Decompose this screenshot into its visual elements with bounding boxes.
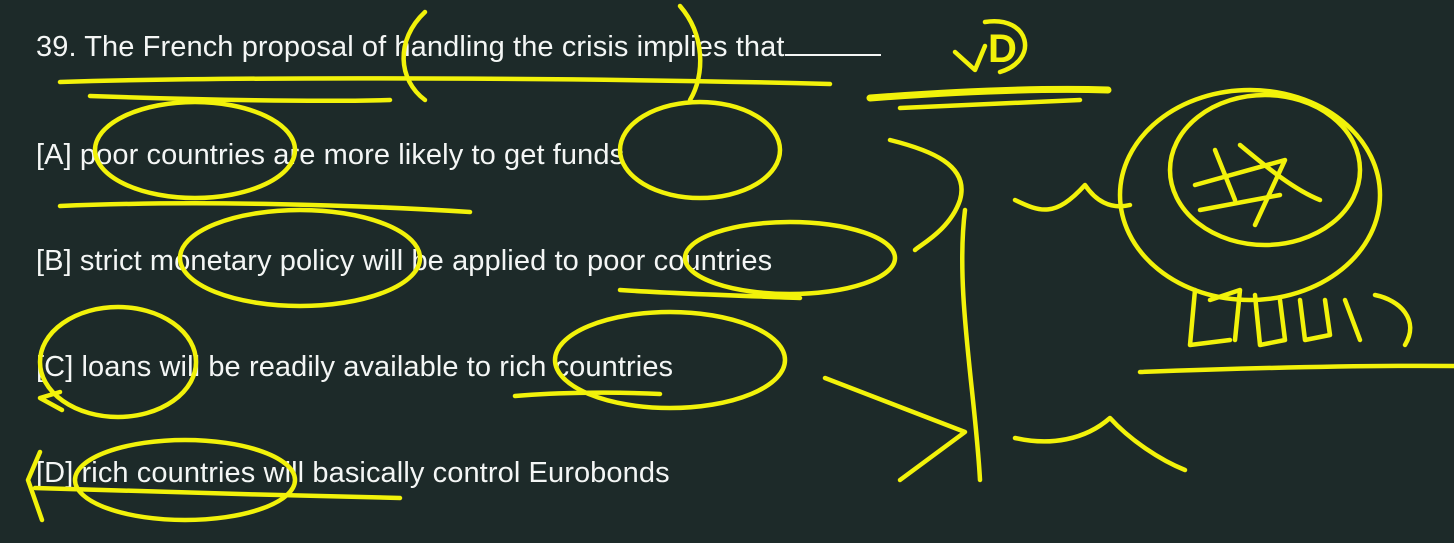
option-b: [B] strict monetary policy will be appli… xyxy=(36,245,773,277)
answer-check xyxy=(952,43,988,73)
answer-letter-mark: D xyxy=(988,27,1017,71)
right-chevron xyxy=(822,375,968,483)
question-underline-2 xyxy=(87,93,393,104)
character-stroke-2 xyxy=(1212,147,1238,203)
option-c-underline xyxy=(512,390,663,399)
option-a-underline xyxy=(57,201,473,215)
right-wave-bottom xyxy=(1012,415,1188,473)
character-stroke-3 xyxy=(1237,142,1323,203)
option-b-underline xyxy=(617,287,803,301)
right-wave-top xyxy=(1012,182,1133,212)
question-text: 39. The French proposal of handling the … xyxy=(36,31,785,63)
question-underline xyxy=(57,76,833,87)
right-scribble-top xyxy=(887,137,964,253)
character-stroke-1 xyxy=(1192,157,1288,228)
cursive-underline xyxy=(1137,363,1454,375)
question-stem: 39. The French proposal of handling the … xyxy=(36,31,881,64)
answer-underline xyxy=(866,85,1112,102)
big-circle xyxy=(1117,87,1383,303)
answer-blank xyxy=(784,32,881,56)
right-vertical-stroke xyxy=(960,207,983,483)
answer-letter-circle xyxy=(982,19,1028,75)
option-a: [A] poor countries are more likely to ge… xyxy=(36,139,625,171)
arrow-c xyxy=(37,389,65,413)
option-d: [D] rich countries will basically contro… xyxy=(36,457,670,489)
big-circle-inner xyxy=(1167,92,1363,248)
answer-underline-2 xyxy=(897,97,1083,111)
character-stroke-4 xyxy=(1197,192,1283,213)
cursive-annotation xyxy=(1187,287,1413,348)
circle-funds xyxy=(617,99,783,201)
option-c: [C] loans will be readily available to r… xyxy=(36,351,674,383)
